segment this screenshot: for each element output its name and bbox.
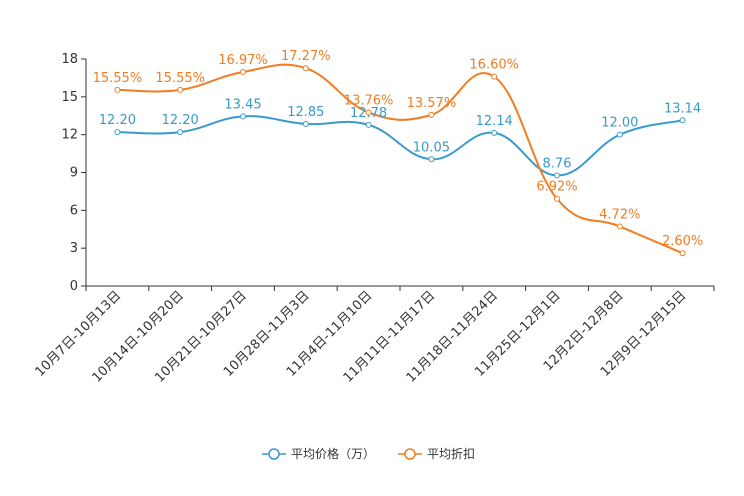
data-point[interactable] [302, 120, 309, 127]
data-point[interactable] [679, 117, 686, 124]
legend-item-2[interactable]: 平均折扣 [398, 446, 475, 461]
data-label: 15.55% [93, 71, 143, 86]
legend-item-1[interactable]: 平均价格（万） [262, 446, 375, 461]
data-label: 12.20 [162, 113, 199, 128]
legend[interactable]: 平均价格（万） 平均折扣 [262, 446, 475, 461]
data-point[interactable] [240, 68, 246, 75]
data-label: 6.92% [536, 180, 577, 195]
series-layer [114, 63, 686, 257]
y-tick-label: 18 [61, 52, 78, 67]
y-tick-label: 3 [70, 241, 78, 256]
data-label: 12.20 [99, 113, 136, 128]
data-point[interactable] [554, 172, 560, 179]
legend-label: 平均折扣 [427, 446, 475, 461]
data-label: 16.97% [218, 53, 268, 68]
data-point[interactable] [177, 86, 184, 93]
data-label: 12.85 [287, 105, 324, 120]
data-point[interactable] [491, 129, 498, 136]
data-point[interactable] [428, 156, 435, 163]
data-label: 15.55% [155, 71, 205, 86]
data-point[interactable] [616, 223, 623, 230]
legend-marker-icon [404, 448, 416, 460]
data-label: 10.05 [413, 140, 450, 155]
series-line-2 [117, 63, 683, 255]
y-tick-label: 12 [61, 128, 78, 143]
legend-marker-icon [268, 448, 280, 460]
data-label: 12.00 [601, 116, 638, 131]
y-tick-label: 15 [61, 90, 78, 105]
data-point[interactable] [177, 129, 184, 136]
data-point[interactable] [240, 113, 246, 120]
series-line-1 [117, 115, 683, 177]
data-label: 17.27% [281, 49, 331, 64]
data-label: 13.76% [344, 93, 394, 108]
data-label: 12.14 [476, 114, 513, 129]
legend-label: 平均价格（万） [291, 446, 375, 461]
data-point[interactable] [114, 86, 121, 93]
y-tick-label: 0 [70, 279, 78, 294]
data-point[interactable] [365, 109, 372, 116]
data-label: 13.57% [407, 96, 457, 111]
data-label: 13.14 [664, 101, 701, 116]
data-point[interactable] [302, 65, 309, 72]
data-label: 8.76 [543, 157, 572, 172]
y-tick-label: 9 [70, 166, 78, 181]
data-point[interactable] [428, 111, 435, 118]
data-point[interactable] [554, 195, 560, 202]
data-label: 12.78 [350, 106, 387, 121]
y-tick-label: 6 [70, 203, 78, 218]
data-point[interactable] [114, 129, 121, 136]
data-label: 4.72% [599, 207, 640, 222]
data-label-layer: 12.20 12.20 13.45 12.85 12.78 10.05 12.14 8.76 1… [93, 49, 704, 249]
data-point[interactable] [365, 121, 372, 128]
data-label: 16.60% [469, 58, 519, 73]
data-label: 13.45 [224, 97, 261, 112]
data-point[interactable] [616, 131, 623, 138]
data-point[interactable] [491, 73, 498, 80]
data-label: 2.60% [662, 234, 703, 249]
data-point[interactable] [679, 250, 686, 257]
